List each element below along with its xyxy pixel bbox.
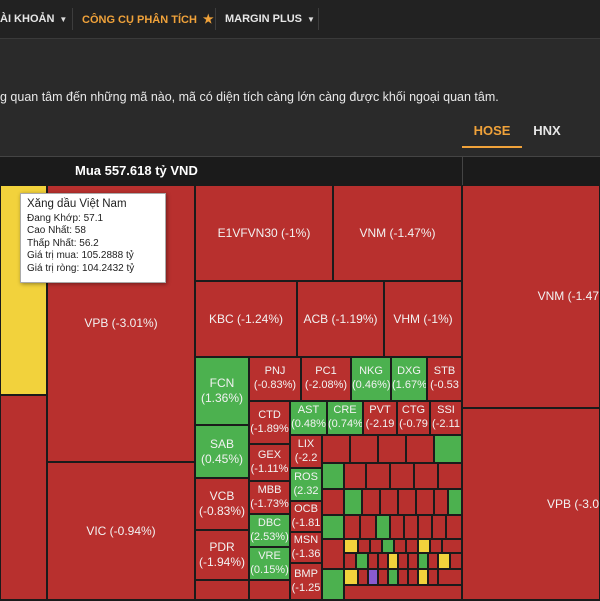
tile-kbc[interactable]: KBC (-1.24%) <box>195 281 297 357</box>
tooltip-line-high: Cao Nhất: 58 <box>27 225 86 236</box>
star-icon: ★ <box>202 12 214 26</box>
tooltip-title: Xăng dầu Việt Nam <box>27 198 127 210</box>
tile-vre-label: VRE (0.15%) <box>250 549 289 576</box>
tile-sab-label: SAB (0.45%) <box>200 436 244 466</box>
tooltip-line-buy-value: Giá trị mua: 105.2888 tỷ <box>27 250 134 261</box>
tile-mbb[interactable]: MBB (-1.73% <box>249 481 290 514</box>
tile-plx-lower[interactable] <box>0 395 47 600</box>
tile-ctg-label: CTG (-0.79 <box>399 404 428 430</box>
page-description: g quan tâm đến những mã nào, mã có diện … <box>0 90 499 104</box>
tile-misc-bottom-2[interactable] <box>249 580 290 600</box>
tile-mbb-label: MBB (-1.73% <box>250 483 289 510</box>
tile-pdr[interactable]: PDR (-1.94%) <box>195 530 249 580</box>
tile-vnm-right[interactable]: VNM (-1.47 <box>462 185 600 408</box>
chart-header: Mua 557.618 tỷ VND <box>0 157 462 185</box>
tile-dbc[interactable]: DBC (2.53%) <box>249 514 290 547</box>
tile-dxg-label: DXG (1.67%) <box>392 365 427 391</box>
tile-vpb-label: VPB (-3.01%) <box>84 316 158 330</box>
tile-fcn-label: FCN (1.36%) <box>200 376 244 405</box>
tile-vhm[interactable]: VHM (-1%) <box>384 281 462 357</box>
tile-ast[interactable]: AST (0.48% <box>290 401 327 435</box>
caret-down-icon: ▼ <box>307 15 315 24</box>
chart-right-header <box>462 157 600 185</box>
tile-ctd-label: CTD (-1.89% <box>250 408 289 435</box>
tile-cre-label: CRE (0.74% <box>328 404 363 430</box>
tile-vpb-right-label: VPB (-3.0 <box>546 496 599 511</box>
tile-pvt[interactable]: PVT (-2.19 <box>363 401 397 435</box>
nav-separator <box>318 8 319 30</box>
tile-vic[interactable]: VIC (-0.94%) <box>47 462 195 600</box>
tile-acb-label: ACB (-1.19%) <box>303 311 378 326</box>
tooltip-line-current: Đang Khớp: 57.1 <box>27 212 104 224</box>
tile-bmp-label: BMP (-1.25 <box>291 567 321 594</box>
tile-stb[interactable]: STB (-0.53 <box>427 357 462 401</box>
caret-down-icon: ▼ <box>59 15 68 24</box>
tile-lix-label: LIX (-2.2 <box>294 437 318 464</box>
tile-ast-label: AST (0.48% <box>291 404 326 430</box>
tile-pdr-label: PDR (-1.94%) <box>198 540 245 569</box>
tile-e1vfvn30[interactable]: E1VFVN30 (-1%) <box>195 185 333 281</box>
tile-cre[interactable]: CRE (0.74% <box>327 401 363 435</box>
tile-ocb-label: OCB (-1.81 <box>291 502 321 529</box>
tile-stb-label: STB (-0.53 <box>430 365 459 391</box>
tooltip-line-net-value: Giá trị ròng: 104.2432 tỷ <box>27 262 135 274</box>
tile-lix[interactable]: LIX (-2.2 <box>290 435 322 468</box>
tile-pc1-label: PC1 (-2.08%) <box>304 365 348 391</box>
tile-bmp[interactable]: BMP (-1.25 <box>290 563 322 600</box>
small-tiles-cluster <box>322 435 462 600</box>
tooltip-line-low: Thấp Nhất: 56.2 <box>27 237 99 249</box>
stock-tooltip: Xăng dầu Việt Nam Đang Khớp: 57.1 Cao Nh… <box>20 193 166 283</box>
tile-e1vfvn30-label: E1VFVN30 (-1%) <box>217 225 311 240</box>
tile-vhm-label: VHM (-1%) <box>393 311 453 326</box>
tile-sab[interactable]: SAB (0.45%) <box>195 425 249 478</box>
tile-nkg-label: NKG (0.46%) <box>352 365 391 391</box>
tile-vre[interactable]: VRE (0.15%) <box>249 547 290 580</box>
nav-account[interactable]: ÀI KHOẢN ▼ <box>0 0 67 38</box>
tile-ctg[interactable]: CTG (-0.79 <box>397 401 430 435</box>
nav-account-label: ÀI KHOẢN <box>0 13 55 25</box>
tile-pnj-label: PNJ (-0.83%) <box>253 365 297 391</box>
nav-margin-plus[interactable]: MARGIN PLUS ▼ <box>225 0 315 38</box>
tile-vic-label: VIC (-0.94%) <box>86 523 156 538</box>
tile-vnm-right-label: VNM (-1.47 <box>537 289 599 303</box>
tile-gex[interactable]: GEX (-1.11% <box>249 444 290 481</box>
tile-acb[interactable]: ACB (-1.19%) <box>297 281 384 357</box>
tile-ssi[interactable]: SSI (-2.11 <box>430 401 462 435</box>
tile-msn-label: MSN (-1.36 <box>291 533 321 560</box>
tile-msn[interactable]: MSN (-1.36 <box>290 532 322 563</box>
nav-margin-plus-label: MARGIN PLUS <box>225 13 302 25</box>
tile-pvt-label: PVT (-2.19 <box>365 404 395 430</box>
tile-fcn[interactable]: FCN (1.36%) <box>195 357 249 425</box>
tile-vcb-label: VCB (-0.83%) <box>198 489 245 518</box>
tile-ssi-label: SSI (-2.11 <box>432 404 460 430</box>
tile-misc-bottom[interactable] <box>195 580 249 600</box>
tile-dxg[interactable]: DXG (1.67%) <box>391 357 427 401</box>
tile-pc1[interactable]: PC1 (-2.08%) <box>301 357 351 401</box>
tile-ctd[interactable]: CTD (-1.89% <box>249 401 290 444</box>
tile-ocb[interactable]: OCB (-1.81 <box>290 501 322 532</box>
tab-hnx[interactable]: HNX <box>533 123 561 138</box>
tile-vnm-label: VNM (-1.47%) <box>359 225 436 240</box>
tile-dbc-label: DBC (2.53%) <box>250 516 289 543</box>
tile-vnm[interactable]: VNM (-1.47%) <box>333 185 462 281</box>
top-nav: ÀI KHOẢN ▼ CÔNG CỤ PHÂN TÍCH ★ MARGIN PLUS… <box>0 0 600 39</box>
tile-gex-label: GEX (-1.11% <box>250 448 289 475</box>
nav-analysis-tools[interactable]: CÔNG CỤ PHÂN TÍCH ★ <box>82 0 214 38</box>
buy-total-label: Mua 557.618 tỷ VND <box>75 163 198 178</box>
tab-hose[interactable]: HOSE <box>462 118 522 148</box>
tile-pnj[interactable]: PNJ (-0.83%) <box>249 357 301 401</box>
nav-separator <box>72 8 73 30</box>
nav-analysis-tools-label: CÔNG CỤ PHÂN TÍCH <box>82 14 197 26</box>
tile-vcb[interactable]: VCB (-0.83%) <box>195 478 249 530</box>
tile-ros-label: ROS (2.32 <box>293 470 319 497</box>
nav-separator <box>215 8 216 30</box>
tile-vpb-right[interactable]: VPB (-3.0 <box>462 408 600 600</box>
tile-ros[interactable]: ROS (2.32 <box>290 468 322 501</box>
tile-kbc-label: KBC (-1.24%) <box>208 311 284 326</box>
tile-nkg[interactable]: NKG (0.46%) <box>351 357 391 401</box>
